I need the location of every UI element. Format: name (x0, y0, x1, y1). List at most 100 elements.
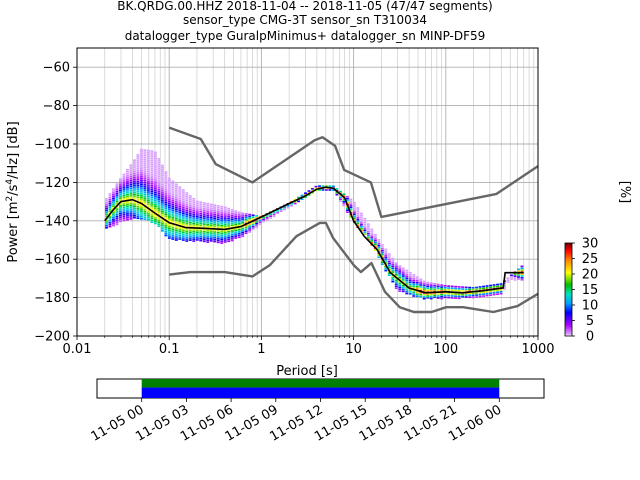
psd-cell (415, 295, 419, 298)
psd-cell (345, 197, 349, 200)
psd-cell (129, 175, 133, 178)
psd-cell (195, 204, 199, 207)
psd-cell (157, 208, 161, 210)
psd-cell (234, 237, 238, 239)
psd-cell (146, 149, 150, 152)
psd-cell (143, 187, 147, 190)
psd-cell (112, 197, 115, 200)
psd-cell (234, 212, 238, 214)
psd-cell (136, 202, 140, 204)
psd-cell (139, 198, 143, 201)
psd-cell (412, 279, 416, 282)
psd-cell (115, 214, 119, 216)
psd-cell (283, 206, 287, 209)
psd-cell (167, 229, 171, 232)
psd-cell (167, 225, 171, 228)
psd-cell (391, 275, 395, 277)
psd-cell (188, 233, 192, 236)
psd-cell (185, 203, 189, 206)
psd-cell (160, 199, 164, 201)
psd-cell (146, 174, 150, 177)
psd-cell (199, 224, 203, 227)
psd-cell (384, 258, 388, 260)
psd-cell (119, 193, 122, 196)
psd-cell (227, 213, 231, 216)
psd-cell (517, 268, 520, 271)
psd-cell (160, 214, 164, 217)
psd-cell (115, 200, 119, 203)
psd-cell (440, 295, 444, 298)
psd-cell (181, 202, 185, 205)
psd-cell (178, 215, 182, 217)
psd-cell (244, 216, 248, 219)
psd-cell (150, 200, 154, 202)
psd-cell (433, 290, 437, 293)
psd-cell (216, 214, 220, 217)
psd-cell (136, 186, 140, 189)
psd-cell (440, 286, 444, 288)
psd-cell (129, 164, 133, 166)
psd-cell (269, 215, 273, 218)
psd-cell (227, 217, 231, 220)
psd-cell (185, 221, 189, 223)
psd-cell (119, 199, 122, 202)
psd-cell (220, 224, 224, 227)
psd-cell (171, 217, 175, 219)
psd-cell (115, 210, 119, 212)
psd-cell (433, 296, 437, 299)
psd-cell (394, 268, 398, 270)
psd-cell (401, 275, 405, 277)
psd-cell (153, 182, 157, 184)
psd-cell (237, 219, 241, 221)
psd-cell (178, 222, 182, 225)
psd-cell (461, 286, 465, 288)
psd-cell (216, 216, 220, 219)
psd-cell (181, 229, 185, 232)
psd-cell (401, 273, 405, 275)
psd-cell (181, 196, 185, 199)
psd-cell (115, 223, 119, 226)
psd-cell (408, 291, 412, 293)
psd-cell (412, 277, 416, 280)
psd-cell (153, 216, 157, 219)
psd-cell (105, 219, 108, 221)
psd-cell (251, 214, 255, 217)
psd-cell (119, 216, 122, 219)
psd-cell (178, 203, 182, 206)
psd-cell (188, 206, 192, 209)
psd-cell (258, 223, 262, 226)
psd-cell (262, 218, 266, 221)
psd-cell (202, 236, 206, 239)
psd-cell (143, 201, 147, 203)
psd-cell (174, 196, 178, 199)
psd-cell (394, 269, 398, 272)
psd-cell (167, 206, 171, 209)
psd-cell (126, 218, 129, 221)
psd-cell (164, 177, 168, 179)
psd-cell (150, 186, 154, 189)
psd-cell (164, 217, 168, 220)
psd-cell (356, 216, 360, 219)
coverage-blue-bar (141, 387, 500, 398)
psd-cell (136, 157, 140, 160)
psd-cell (213, 225, 217, 228)
psd-cell (174, 218, 178, 220)
psd-cell (126, 176, 129, 179)
psd-cell (363, 217, 367, 220)
psd-cell (174, 237, 178, 239)
noise-model-low-line (169, 221, 539, 314)
psd-cell (150, 213, 154, 216)
psd-cell (202, 240, 206, 243)
psd-cell (139, 204, 143, 207)
psd-cell (398, 290, 402, 292)
psd-cell (126, 186, 129, 188)
psd-cell (126, 174, 129, 177)
psd-cell (457, 287, 461, 290)
psd-cell (105, 202, 108, 204)
psd-cell (213, 233, 217, 235)
psd-cell (293, 202, 297, 205)
psd-cell (405, 271, 409, 274)
psd-cell (115, 219, 119, 222)
psd-cell (241, 235, 245, 238)
